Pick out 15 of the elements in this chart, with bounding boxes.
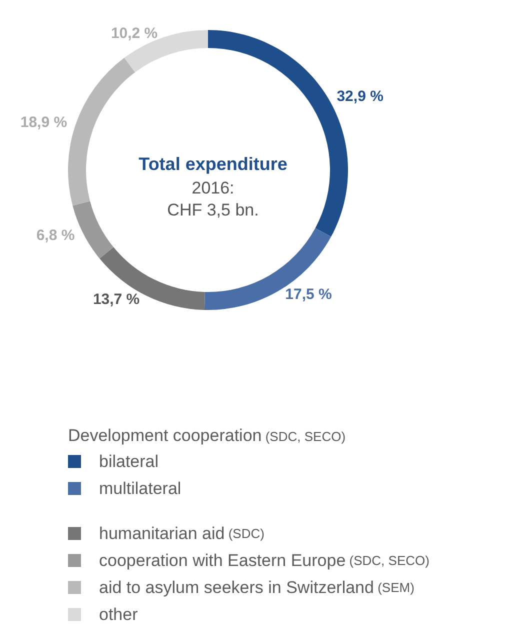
data-label: 10,2 % [110,24,158,42]
data-label: 18,9 % [20,114,68,131]
text: Total expenditure [138,154,288,174]
legend-label: cooperation with Eastern Europe (SDC, SECO) [99,550,430,570]
text: 2016: CHF 3,5 bn. [167,178,259,220]
data-label: 17,5 % [285,286,332,304]
legend-label: aid to asylum seekers in Switzerland (SEM) [99,578,414,598]
data-label: 32,9 % [336,88,384,105]
legend-label: multilateral [99,478,182,498]
data-label: 13,7 % [92,290,140,308]
data-label: 6,8 % [36,226,75,244]
legend-label: humanitarian aid (SDC) [99,524,264,544]
legend-title: Development cooperation (SDC, SECO) [68,426,347,446]
legend-label: other [99,604,138,624]
legend-label: bilateral [99,452,159,472]
